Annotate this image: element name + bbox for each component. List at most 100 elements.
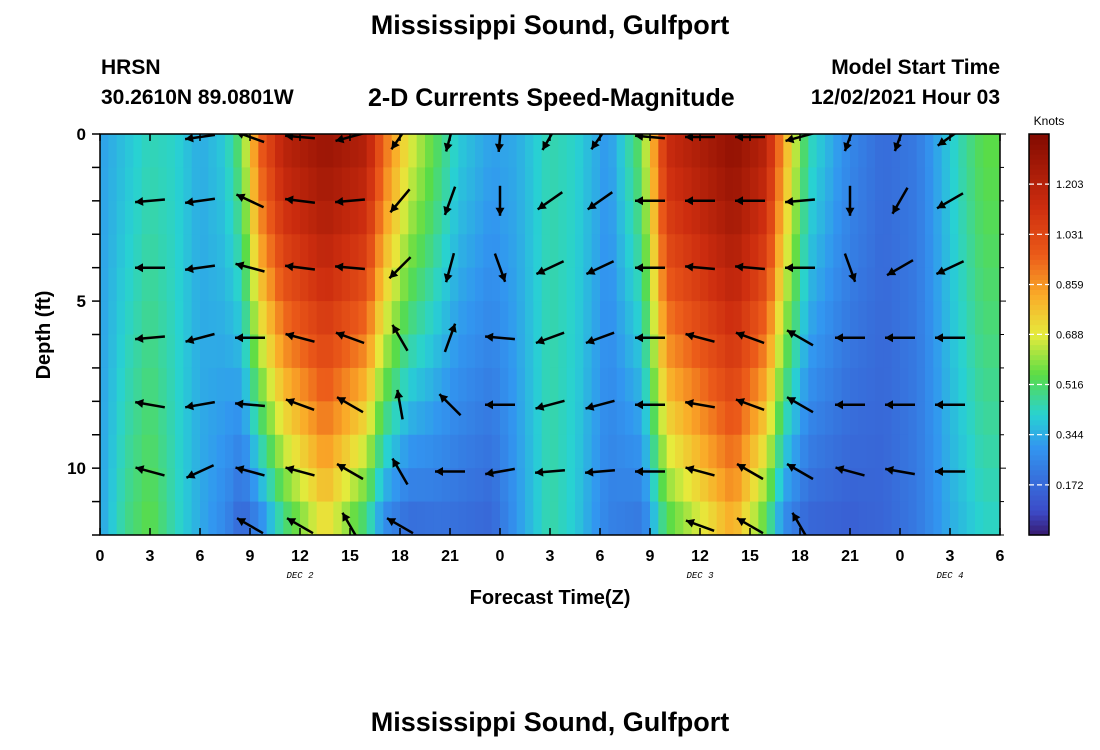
heatmap-cell (483, 468, 493, 503)
heatmap-cell (783, 434, 793, 469)
heatmap-cell (308, 134, 318, 169)
heatmap-cell (900, 334, 909, 369)
heatmap-cell (550, 301, 559, 336)
heatmap-cell (875, 434, 884, 469)
current-vector-arrow (785, 263, 815, 273)
heatmap-cell (866, 301, 876, 336)
heatmap-cell (841, 301, 851, 336)
current-vector-arrow (835, 333, 865, 343)
heatmap-cell (675, 434, 684, 469)
heatmap-cell (216, 468, 226, 503)
heatmap-cell (875, 267, 884, 302)
heatmap-cell (491, 434, 501, 469)
heatmap-cell (533, 134, 543, 169)
heatmap-cell (825, 468, 834, 503)
heatmap-cell (183, 234, 193, 269)
heatmap-cell (175, 167, 184, 202)
colorbar-swatch (1029, 404, 1049, 411)
heatmap-cell (258, 367, 268, 402)
heatmap-cell (241, 334, 251, 369)
heatmap-cell (783, 134, 793, 169)
heatmap-cell (158, 200, 168, 235)
heatmap-cell (908, 167, 918, 202)
heatmap-cell (683, 267, 693, 302)
heatmap-cell (225, 434, 234, 469)
heatmap-cell (316, 468, 326, 503)
heatmap-cell (500, 334, 509, 369)
heatmap-cell (575, 234, 584, 269)
heatmap-cell (241, 468, 251, 503)
heatmap-cell (600, 434, 609, 469)
heatmap-cell (825, 267, 834, 302)
heatmap-cell (700, 367, 709, 402)
heatmap-cell (208, 167, 218, 202)
heatmap-cell (616, 301, 626, 336)
heatmap-cell (508, 334, 518, 369)
heatmap-cell (125, 434, 134, 469)
heatmap-cell (975, 334, 984, 369)
heatmap-cell (433, 200, 443, 235)
heatmap-cell (883, 134, 893, 169)
heatmap-cell (325, 134, 334, 169)
heatmap-cell (275, 468, 284, 503)
heatmap-cell (875, 234, 884, 269)
heatmap-cell (991, 301, 1000, 336)
heatmap-cell (566, 301, 576, 336)
current-vector-arrow (885, 333, 915, 343)
heatmap-cell (308, 234, 318, 269)
heatmap-cell (908, 267, 918, 302)
heatmap-cell (175, 334, 184, 369)
heatmap-cell (766, 501, 776, 535)
heatmap-cell (750, 134, 759, 169)
heatmap-cell (616, 167, 626, 202)
heatmap-cell (408, 134, 418, 169)
heatmap-cell (591, 334, 601, 369)
heatmap-cell (366, 301, 376, 336)
heatmap-cell (216, 200, 226, 235)
heatmap-cell (108, 468, 118, 503)
heatmap-cell (591, 200, 601, 235)
heatmap-cell (266, 200, 276, 235)
heatmap-cell (225, 267, 234, 302)
heatmap-cell (216, 434, 226, 469)
heatmap-cell (708, 434, 718, 469)
heatmap-cell (858, 267, 868, 302)
current-vector-arrow (334, 262, 366, 272)
heatmap-cell (683, 167, 693, 202)
heatmap-cell (258, 234, 268, 269)
heatmap-cell (358, 267, 368, 302)
heatmap-cell (808, 134, 818, 169)
heatmap-cell (108, 267, 118, 302)
current-vector-arrow (391, 457, 409, 486)
heatmap-cell (266, 334, 276, 369)
heatmap-cell (608, 334, 618, 369)
heatmap-cell (558, 367, 568, 402)
heatmap-cell (525, 267, 534, 302)
heatmap-cell (558, 167, 568, 202)
heatmap-cell (916, 401, 926, 436)
heatmap-cell (341, 468, 351, 503)
heatmap-cell (550, 468, 559, 503)
heatmap-cell (675, 267, 684, 302)
current-vector-arrow (386, 517, 414, 535)
heatmap-cell (566, 167, 576, 202)
heatmap-cell (191, 234, 201, 269)
heatmap-cell (508, 468, 518, 503)
heatmap-cell (858, 200, 868, 235)
heatmap-cell (133, 401, 143, 436)
y-tick-label: 5 (77, 292, 86, 311)
heatmap-cell (975, 301, 984, 336)
heatmap-cell (383, 434, 393, 469)
heatmap-cell (191, 267, 201, 302)
heatmap-cell (733, 367, 743, 402)
heatmap-cell (216, 234, 226, 269)
heatmap-cell (858, 134, 868, 169)
heatmap-cell (500, 501, 509, 535)
heatmap-cell (825, 367, 834, 402)
heatmap-cell (116, 200, 126, 235)
heatmap-cell (933, 401, 943, 436)
heatmap-cell (600, 367, 609, 402)
heatmap-cell (750, 200, 759, 235)
heatmap-cell (841, 200, 851, 235)
heatmap-cell (766, 367, 776, 402)
